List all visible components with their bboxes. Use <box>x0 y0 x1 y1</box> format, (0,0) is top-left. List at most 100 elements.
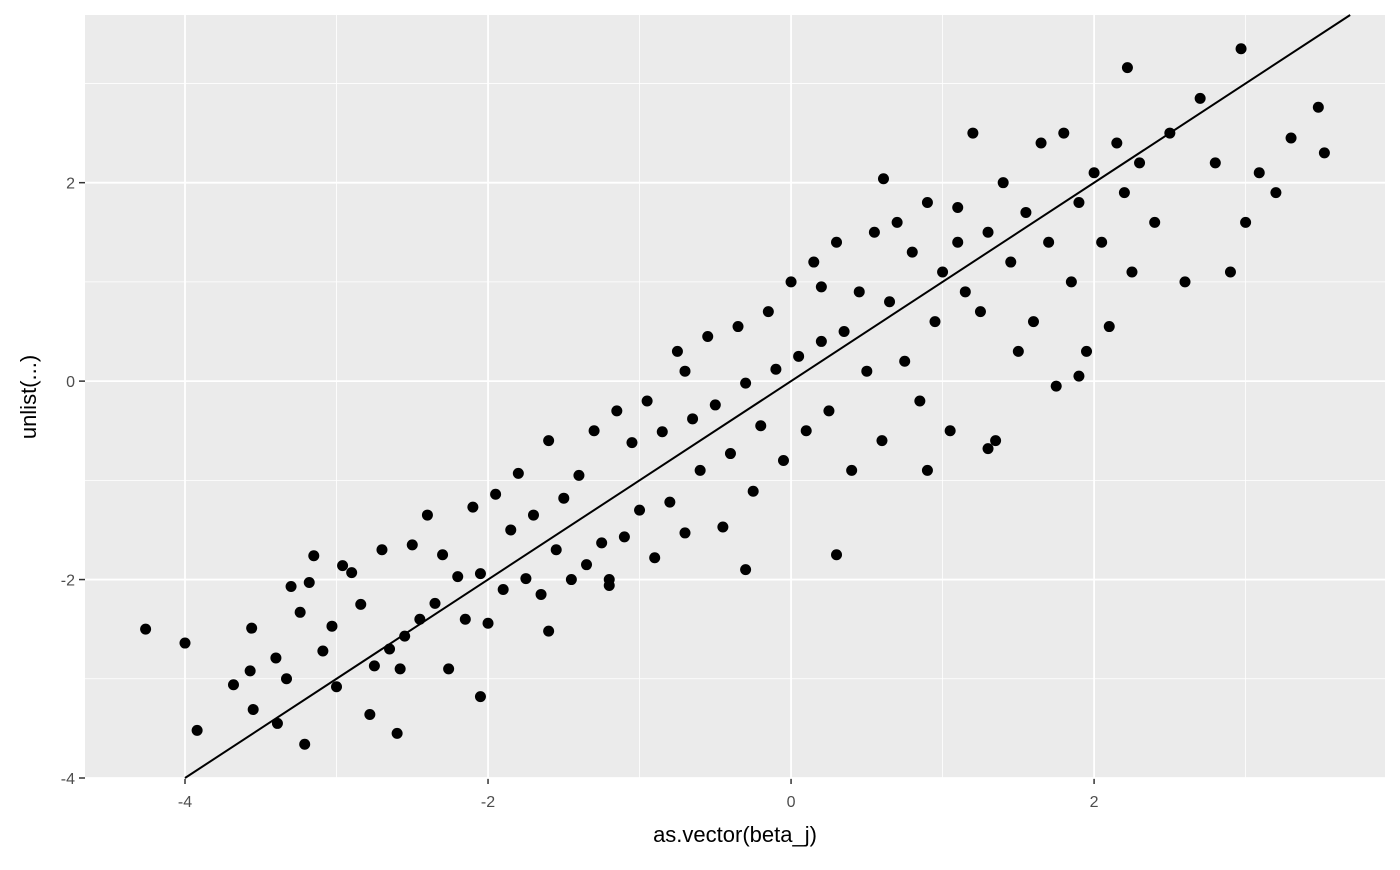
point <box>891 216 903 228</box>
point <box>1088 167 1100 179</box>
point <box>793 350 805 362</box>
point <box>281 673 293 685</box>
point <box>808 256 820 268</box>
point <box>1270 187 1282 199</box>
point <box>740 564 752 576</box>
point <box>1149 216 1161 228</box>
point <box>543 435 555 447</box>
point <box>527 509 539 521</box>
point <box>952 201 964 213</box>
point <box>227 679 239 691</box>
point <box>558 492 570 504</box>
point <box>497 583 509 595</box>
point <box>1058 127 1070 139</box>
point <box>452 571 464 583</box>
point <box>474 568 486 580</box>
point <box>459 613 471 625</box>
point <box>861 365 873 377</box>
point <box>505 524 517 536</box>
point <box>876 435 888 447</box>
point <box>679 527 691 539</box>
point <box>853 286 865 298</box>
point <box>1103 321 1115 333</box>
point <box>346 567 358 579</box>
point <box>331 681 343 693</box>
point <box>899 355 911 367</box>
point <box>1065 276 1077 288</box>
point <box>846 464 858 476</box>
point <box>482 617 494 629</box>
point <box>914 395 926 407</box>
point <box>299 738 311 750</box>
x-tick-label: 0 <box>787 794 796 811</box>
y-tick-label: -4 <box>61 771 75 788</box>
point <box>982 443 994 455</box>
point <box>520 573 532 585</box>
point <box>649 552 661 564</box>
point <box>800 425 812 437</box>
point <box>1050 380 1062 392</box>
point <box>664 496 676 508</box>
point <box>831 549 843 561</box>
point <box>364 708 376 720</box>
point <box>611 405 623 417</box>
point <box>467 501 479 513</box>
point <box>271 717 283 729</box>
point <box>868 226 880 238</box>
point <box>270 652 282 664</box>
point <box>838 326 850 338</box>
point <box>1194 92 1206 104</box>
point <box>376 544 388 556</box>
point <box>247 704 259 716</box>
point <box>588 425 600 437</box>
y-axis-title: unlist(...) <box>16 355 41 439</box>
point <box>543 625 555 637</box>
point <box>1073 197 1085 209</box>
point <box>671 345 683 357</box>
point <box>990 435 1002 447</box>
point <box>679 365 691 377</box>
point <box>921 464 933 476</box>
point <box>1224 266 1236 278</box>
point <box>581 559 593 571</box>
point <box>694 464 706 476</box>
point <box>997 177 1009 189</box>
point <box>1209 157 1221 169</box>
y-tick-label: 0 <box>66 374 75 391</box>
point <box>982 226 994 238</box>
point <box>565 574 577 586</box>
point <box>1235 43 1247 55</box>
point <box>244 665 256 677</box>
point <box>1285 132 1297 144</box>
point <box>641 395 653 407</box>
point <box>724 448 736 460</box>
point <box>952 236 964 248</box>
panel <box>85 15 1385 778</box>
point <box>656 426 668 438</box>
point <box>815 335 827 347</box>
point <box>317 645 329 657</box>
point <box>337 560 349 572</box>
point <box>421 509 433 521</box>
point <box>308 550 320 562</box>
point <box>573 469 585 481</box>
point <box>831 236 843 248</box>
point <box>1121 62 1133 74</box>
point <box>921 197 933 209</box>
point <box>294 606 306 618</box>
point <box>140 623 152 635</box>
point <box>770 363 782 375</box>
point <box>394 663 406 675</box>
point <box>1111 137 1123 149</box>
point <box>944 425 956 437</box>
point <box>550 544 562 556</box>
point <box>429 597 441 609</box>
point <box>1253 167 1265 179</box>
point <box>474 691 486 703</box>
point <box>1096 236 1108 248</box>
point <box>1073 370 1085 382</box>
x-tick-label: 2 <box>1090 794 1099 811</box>
point <box>974 306 986 318</box>
point <box>179 637 191 649</box>
point <box>815 281 827 293</box>
